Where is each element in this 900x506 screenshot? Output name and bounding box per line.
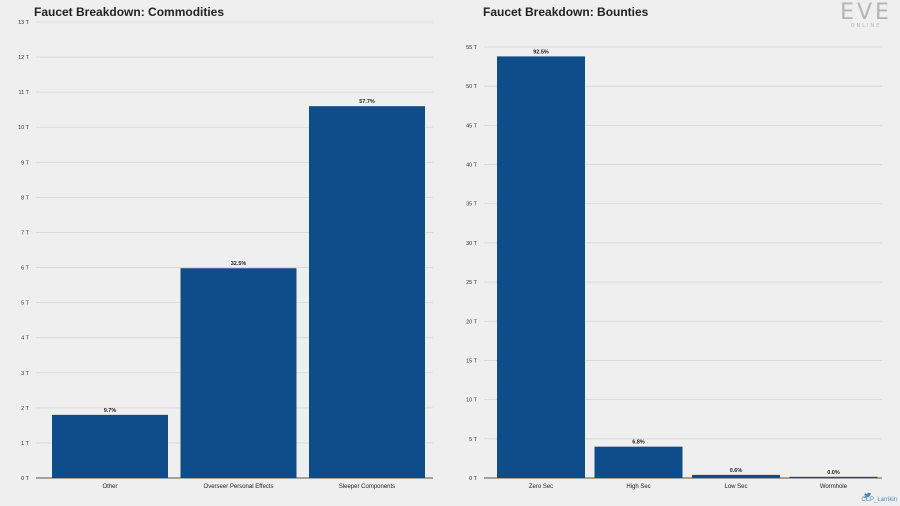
- eve-online-logo: EVE ONLINE: [840, 0, 892, 29]
- y-tick-label: 6 T: [21, 266, 29, 272]
- y-tick-label: 7 T: [21, 230, 29, 236]
- category-label: Overseer Personal Effects: [204, 484, 274, 490]
- data-label: 0.0%: [827, 470, 840, 476]
- category-label: High Sec: [626, 484, 650, 490]
- chart-title: Faucet Breakdown: Commodities: [34, 5, 224, 19]
- y-tick-label: 3 T: [21, 371, 29, 377]
- bar: [180, 268, 297, 478]
- y-tick-label: 10 T: [466, 398, 478, 404]
- y-tick-label: 55 T: [466, 45, 478, 51]
- y-tick-label: 9 T: [21, 160, 29, 166]
- y-tick-label: 30 T: [466, 241, 478, 247]
- y-tick-label: 45 T: [466, 123, 478, 129]
- y-tick-label: 10 T: [18, 125, 30, 131]
- y-tick-label: 25 T: [466, 280, 478, 286]
- credit: CCP_Larrikin: [861, 492, 897, 503]
- y-tick-label: 1 T: [21, 441, 29, 447]
- category-label: Other: [102, 484, 117, 490]
- data-label: 6.8%: [632, 440, 645, 446]
- category-label: Wormhole: [820, 484, 848, 490]
- y-tick-label: 35 T: [466, 202, 478, 208]
- y-tick-label: 13 T: [18, 20, 30, 26]
- data-label: 57.7%: [359, 99, 375, 105]
- data-label: 32.5%: [231, 261, 247, 267]
- y-tick-label: 11 T: [19, 90, 30, 96]
- logo-main-text: EVE: [840, 0, 892, 25]
- data-label: 0.6%: [730, 468, 743, 474]
- y-tick-label: 0 T: [469, 476, 477, 482]
- bar: [789, 476, 878, 478]
- y-tick-label: 0 T: [21, 476, 29, 482]
- bar: [309, 106, 425, 478]
- y-tick-label: 5 T: [469, 437, 477, 443]
- bar: [594, 446, 683, 478]
- bar: [692, 474, 780, 478]
- y-tick-label: 5 T: [21, 301, 29, 307]
- y-tick-label: 12 T: [18, 55, 30, 61]
- y-tick-label: 8 T: [21, 195, 29, 201]
- bar: [52, 414, 168, 478]
- y-tick-label: 2 T: [21, 406, 29, 412]
- bounties-chart: Faucet Breakdown: Bounties 0 T 5 T 10 T 15 T…: [466, 5, 882, 490]
- category-label: Sleeper Components: [339, 484, 395, 490]
- data-label: 92.5%: [533, 49, 549, 55]
- logo-sub-text: ONLINE: [851, 23, 882, 29]
- category-label: Zero Sec: [529, 484, 553, 490]
- bird-icon: [863, 492, 871, 498]
- data-label: 9.7%: [104, 408, 117, 414]
- y-tick-label: 15 T: [466, 358, 478, 364]
- chart-title: Faucet Breakdown: Bounties: [483, 5, 649, 19]
- y-tick-label: 4 T: [21, 336, 29, 342]
- bar: [497, 56, 585, 479]
- y-tick-label: 40 T: [466, 163, 478, 169]
- y-tick-label: 50 T: [466, 84, 478, 90]
- category-label: Low Sec: [724, 484, 747, 490]
- commodities-chart: Faucet Breakdown: Commodities 0 T 1 T 2 T 3 …: [18, 5, 433, 490]
- y-tick-label: 20 T: [466, 319, 478, 325]
- credit-text: CCP_Larrikin: [861, 497, 897, 503]
